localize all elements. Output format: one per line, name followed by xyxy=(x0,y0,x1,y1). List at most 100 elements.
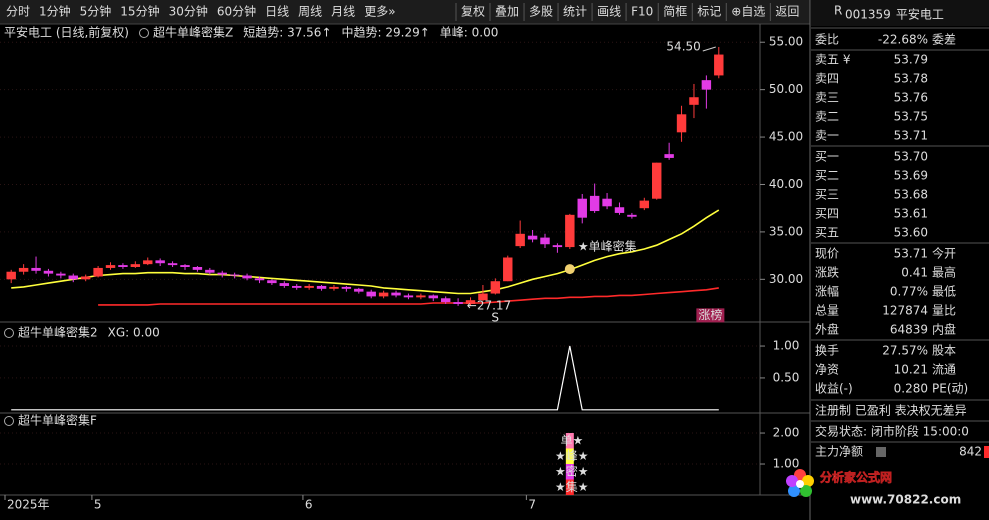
y-tick-label: 30.00 xyxy=(769,272,803,286)
candle-body xyxy=(714,54,724,76)
candle-body xyxy=(453,302,463,304)
toolbar-tab[interactable]: 15分钟 xyxy=(120,4,159,19)
trend-line xyxy=(98,287,719,306)
logo-petal xyxy=(786,475,798,487)
candle-body xyxy=(416,295,426,298)
candle-body xyxy=(676,114,687,133)
signal-label: ★集★ xyxy=(555,479,589,494)
quote-value: 53.78 xyxy=(894,72,928,86)
quote-label: 外盘 xyxy=(815,322,839,337)
toolbar xyxy=(0,0,810,24)
toolbar-button[interactable]: 简框 xyxy=(663,5,687,19)
x-tick-label: 7 xyxy=(528,498,536,512)
signal-bar xyxy=(565,464,574,480)
toolbar-tab[interactable]: 周线 xyxy=(298,5,322,19)
candle-body xyxy=(292,285,302,288)
quote-value: 53.70 xyxy=(894,150,928,164)
candle-body xyxy=(341,286,352,289)
quote-label: 买四 xyxy=(815,207,839,221)
candle-body xyxy=(354,288,364,292)
toolbar-button[interactable]: F10 xyxy=(631,5,653,19)
quote-label: 股本 xyxy=(932,344,956,358)
toolbar-tab[interactable]: 30分钟 xyxy=(169,4,208,19)
candle-body xyxy=(428,295,438,299)
candle-body xyxy=(18,267,29,272)
annotation: 54.50 xyxy=(666,39,700,53)
candle-body xyxy=(155,260,165,264)
toolbar-tab[interactable]: 更多» xyxy=(364,5,395,19)
toolbar-tab[interactable]: 月线 xyxy=(331,5,355,19)
toolbar-button[interactable]: 画线 xyxy=(597,5,621,19)
quote-label: 委差 xyxy=(932,33,956,47)
toolbar-tab[interactable]: 5分钟 xyxy=(80,4,112,19)
candle-body xyxy=(627,214,637,217)
toolbar-button[interactable]: 标记 xyxy=(697,5,721,19)
annotation: ←27.17 xyxy=(467,299,511,313)
quote-label: 内盘 xyxy=(932,322,956,337)
logo-url: www.70822.com xyxy=(850,493,961,507)
annotation-arrow xyxy=(702,46,716,52)
net-label: 主力净额 xyxy=(815,445,863,459)
signal-label: 单★ xyxy=(560,433,583,447)
quote-value: 53.69 xyxy=(894,169,928,183)
candle-body xyxy=(180,265,190,267)
quote-value: 53.71 xyxy=(894,129,928,143)
candle-body xyxy=(440,298,451,303)
quote-label: 流通 xyxy=(932,363,956,377)
net-value: 842 xyxy=(959,445,982,459)
quote-label: 卖五 ¥ xyxy=(815,53,851,67)
candle-body xyxy=(403,295,414,298)
quote-label: 卖二 xyxy=(815,110,839,124)
candle-body xyxy=(515,233,525,247)
quote-value: 53.76 xyxy=(894,91,928,105)
quote-value: 53.75 xyxy=(894,110,928,124)
toolbar-button[interactable]: 返回 xyxy=(775,5,799,19)
logo-title: 分析家公式网 xyxy=(820,470,892,485)
y-tick-label: 2.00 xyxy=(773,426,800,440)
toolbar-button[interactable]: 复权 xyxy=(461,5,485,19)
candle-body xyxy=(118,265,128,267)
toolbar-tab[interactable]: 60分钟 xyxy=(217,4,256,19)
quote-tags: 注册制 已盈利 表决权无差异 xyxy=(815,403,967,418)
candle-body xyxy=(614,207,625,213)
quote-header xyxy=(811,0,989,26)
toolbar-tab[interactable]: 分时 xyxy=(6,5,30,19)
candle-body xyxy=(316,285,327,289)
quote-status: 交易状态: 闭市阶段 15:00:0 xyxy=(815,424,969,439)
y-tick-label: 0.50 xyxy=(773,370,800,384)
candle-body xyxy=(478,293,488,301)
toolbar-button[interactable]: 叠加 xyxy=(495,5,519,19)
annotation: ★单峰密集 xyxy=(578,239,637,254)
candle-body xyxy=(503,257,513,282)
toolbar-button[interactable]: 多股 xyxy=(529,5,553,19)
quote-value: 0.41 xyxy=(901,266,928,280)
signal-label: ★峰★ xyxy=(555,449,589,463)
candle-body xyxy=(552,245,563,248)
badge: R xyxy=(834,4,842,18)
quote-label: 买二 xyxy=(815,169,839,183)
quote-label: 涨跌 xyxy=(815,265,839,280)
x-tick-label: 2025年 xyxy=(7,498,50,512)
candle-body xyxy=(68,275,78,280)
logo-center xyxy=(796,480,804,488)
y-tick-label: 1.00 xyxy=(773,339,800,353)
candle-body xyxy=(304,285,314,288)
quote-value: 53.61 xyxy=(894,207,928,221)
toolbar-tab[interactable]: 日线 xyxy=(265,5,289,19)
toolbar-tab[interactable]: 1分钟 xyxy=(39,4,71,19)
toolbar-button[interactable]: ⊕自选 xyxy=(731,5,765,19)
toolbar-button[interactable]: 统计 xyxy=(563,5,587,19)
candle-body xyxy=(43,270,54,274)
candle-body xyxy=(130,264,141,267)
panel-header: 单峰: 0.00 xyxy=(440,26,499,40)
quote-value: 0.280 xyxy=(894,382,928,396)
quote-label: 现价 xyxy=(815,247,839,261)
candle-body xyxy=(93,267,103,277)
candle-body xyxy=(205,269,215,273)
quote-label: 换手 xyxy=(815,344,839,358)
logo-petal xyxy=(800,485,812,497)
signal-label: ★密★ xyxy=(555,463,589,478)
candle-body xyxy=(527,235,538,240)
x-tick-label: 6 xyxy=(305,498,313,512)
